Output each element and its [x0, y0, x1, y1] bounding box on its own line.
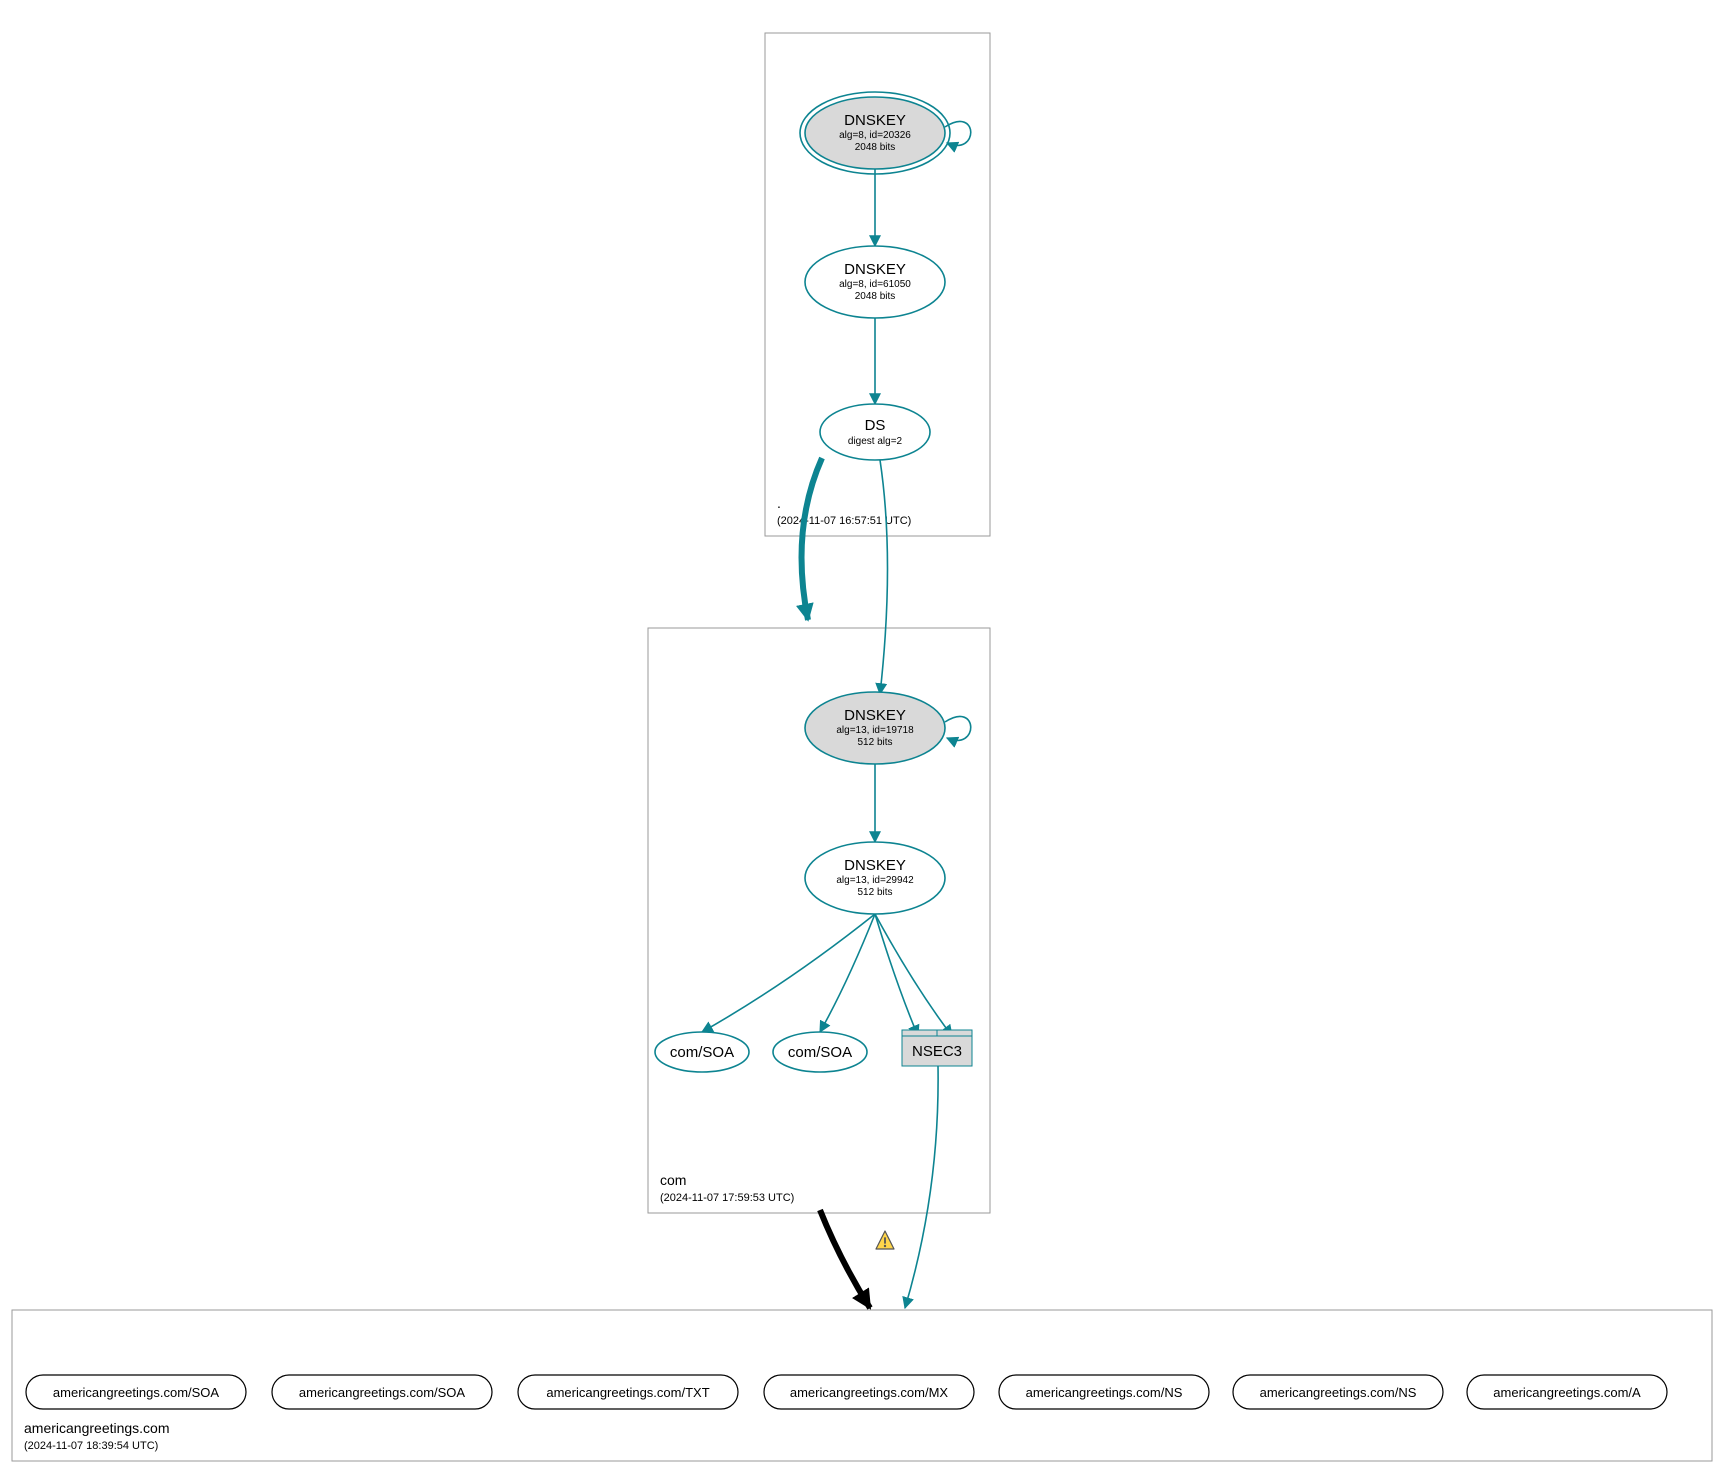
- svg-text:(2024-11-07 17:59:53 UTC): (2024-11-07 17:59:53 UTC): [660, 1192, 794, 1204]
- rrset-pill: americangreetings.com/SOA: [272, 1375, 492, 1409]
- rrset-pill: americangreetings.com/SOA: [26, 1375, 246, 1409]
- rrset-pill: americangreetings.com/A: [1467, 1375, 1667, 1409]
- svg-text:americangreetings.com/TXT: americangreetings.com/TXT: [546, 1385, 709, 1400]
- svg-text:americangreetings.com/SOA: americangreetings.com/SOA: [299, 1385, 466, 1400]
- warning-icon: [876, 1231, 894, 1249]
- svg-text:americangreetings.com: americangreetings.com: [24, 1420, 170, 1436]
- rrset-pill: americangreetings.com/TXT: [518, 1375, 738, 1409]
- svg-text:2048 bits: 2048 bits: [855, 291, 896, 302]
- svg-text:DNSKEY: DNSKEY: [844, 857, 906, 874]
- svg-text:DNSKEY: DNSKEY: [844, 261, 906, 278]
- svg-text:americangreetings.com/A: americangreetings.com/A: [1493, 1385, 1641, 1400]
- svg-text:com/SOA: com/SOA: [788, 1044, 852, 1061]
- svg-text:512 bits: 512 bits: [857, 737, 892, 748]
- node-com_soa2: com/SOA: [773, 1032, 867, 1072]
- svg-text:com/SOA: com/SOA: [670, 1044, 734, 1061]
- edge-delegation: [802, 458, 822, 620]
- svg-text:alg=8, id=61050: alg=8, id=61050: [839, 279, 911, 290]
- svg-text:americangreetings.com/MX: americangreetings.com/MX: [790, 1385, 949, 1400]
- rrset-pill: americangreetings.com/MX: [764, 1375, 974, 1409]
- svg-text:(2024-11-07 18:39:54 UTC): (2024-11-07 18:39:54 UTC): [24, 1440, 158, 1452]
- svg-text:DS: DS: [865, 417, 886, 434]
- svg-text:digest alg=2: digest alg=2: [848, 436, 903, 447]
- rrset-pill: americangreetings.com/NS: [999, 1375, 1209, 1409]
- node-com_zsk: DNSKEYalg=13, id=29942512 bits: [805, 842, 945, 914]
- edge: [875, 914, 952, 1036]
- svg-text:alg=13, id=19718: alg=13, id=19718: [836, 725, 914, 736]
- node-root_zsk: DNSKEYalg=8, id=610502048 bits: [805, 246, 945, 318]
- svg-text:americangreetings.com/NS: americangreetings.com/NS: [1026, 1385, 1183, 1400]
- edge: [905, 1066, 938, 1308]
- svg-text:DNSKEY: DNSKEY: [844, 112, 906, 129]
- svg-text:DNSKEY: DNSKEY: [844, 707, 906, 724]
- edge: [875, 914, 918, 1036]
- svg-text:.: .: [777, 495, 781, 511]
- node-com_ksk: DNSKEYalg=13, id=19718512 bits: [805, 692, 945, 764]
- node-root_ds: DS digest alg=2: [820, 404, 930, 460]
- edge-selfloop: [945, 716, 971, 740]
- edge-insecure-delegation: [820, 1210, 870, 1308]
- node-nsec3: NSEC3: [902, 1030, 972, 1066]
- svg-text:(2024-11-07 16:57:51 UTC): (2024-11-07 16:57:51 UTC): [777, 515, 911, 527]
- svg-text:alg=8, id=20326: alg=8, id=20326: [839, 130, 911, 141]
- node-root_ksk: DNSKEYalg=8, id=203262048 bits: [800, 92, 950, 174]
- svg-text:2048 bits: 2048 bits: [855, 142, 896, 153]
- edge: [820, 914, 875, 1032]
- dnssec-diagram: . (2024-11-07 16:57:51 UTC) com (2024-11-07…: [0, 0, 1724, 1473]
- node-com_soa1: com/SOA: [655, 1032, 749, 1072]
- rrset-pill: americangreetings.com/NS: [1233, 1375, 1443, 1409]
- svg-text:alg=13, id=29942: alg=13, id=29942: [836, 875, 914, 886]
- svg-text:com: com: [660, 1172, 686, 1188]
- edge: [880, 460, 888, 694]
- svg-text:512 bits: 512 bits: [857, 887, 892, 898]
- svg-text:americangreetings.com/NS: americangreetings.com/NS: [1260, 1385, 1417, 1400]
- svg-text:americangreetings.com/SOA: americangreetings.com/SOA: [53, 1385, 220, 1400]
- svg-text:NSEC3: NSEC3: [912, 1043, 962, 1060]
